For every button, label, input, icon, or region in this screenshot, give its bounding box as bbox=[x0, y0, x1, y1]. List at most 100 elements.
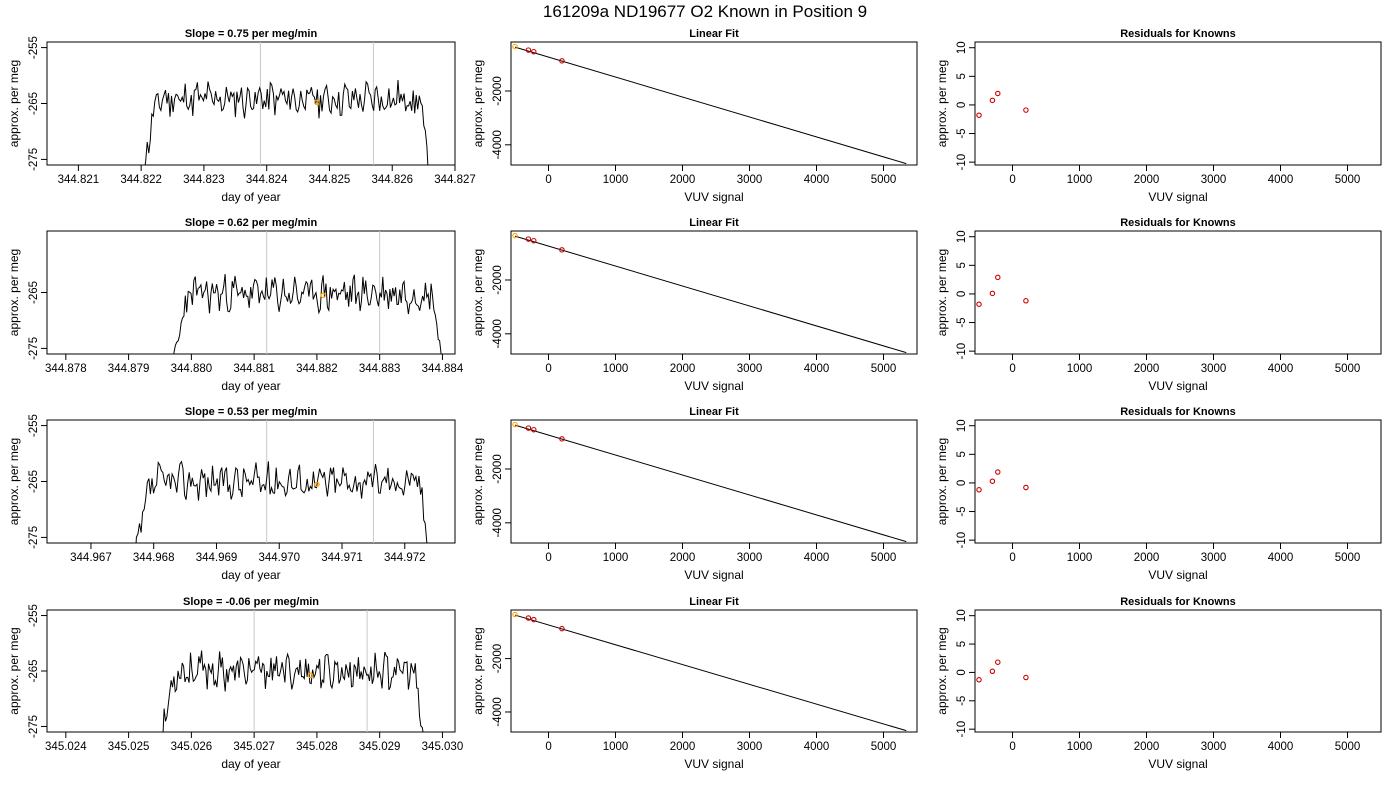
x-axis-label: VUV signal bbox=[684, 568, 743, 582]
y-tick-label: -2000 bbox=[492, 76, 504, 105]
x-tick-label: 345.024 bbox=[45, 741, 87, 753]
data-point bbox=[1023, 298, 1029, 304]
data-point bbox=[512, 421, 518, 428]
x-tick-label: 2000 bbox=[1134, 363, 1160, 375]
panel-4-2: Linear Fit 0 1000 2000 3000 4000 5000 -2000 -400… bbox=[471, 596, 918, 771]
panel-title: Residuals for Knowns bbox=[1120, 28, 1236, 40]
x-tick-label: 344.970 bbox=[258, 552, 300, 564]
y-axis-label: approx. per meg bbox=[935, 249, 949, 336]
plot-area bbox=[135, 420, 428, 543]
highlight-point bbox=[314, 99, 320, 106]
x-tick-label: 5000 bbox=[1335, 174, 1361, 186]
data-point bbox=[995, 469, 1001, 475]
y-tick-label: -265 bbox=[28, 470, 40, 493]
x-tick-label: 4000 bbox=[804, 741, 830, 753]
plot-frame bbox=[974, 419, 1382, 544]
x-tick-label: 5000 bbox=[871, 174, 897, 186]
data-point bbox=[531, 237, 537, 244]
x-tick-label: 345.025 bbox=[108, 741, 150, 753]
panel-title: Residuals for Knowns bbox=[1120, 406, 1236, 418]
data-point bbox=[512, 611, 518, 618]
y-axis-label: approx. per meg bbox=[7, 438, 21, 525]
y-tick-label: -2000 bbox=[492, 644, 504, 673]
panel-title: Slope = -0.06 per meg/min bbox=[183, 596, 319, 608]
x-tick-label: 0 bbox=[545, 363, 551, 375]
data-series-line bbox=[173, 273, 442, 354]
x-tick-label: 345.030 bbox=[422, 741, 464, 753]
y-tick-label: 5 bbox=[956, 262, 968, 268]
x-tick-label: 344.883 bbox=[359, 363, 401, 375]
x-tick-label: 345.027 bbox=[233, 741, 275, 753]
plot-area bbox=[976, 274, 1029, 307]
panel-2-1: Slope = 0.62 per meg/min 344.878 344.879 34… bbox=[7, 217, 464, 393]
y-tick-label: -275 bbox=[28, 337, 40, 360]
x-tick-label: 3000 bbox=[737, 363, 763, 375]
data-point bbox=[1023, 107, 1029, 113]
x-tick-label: 344.822 bbox=[120, 174, 162, 186]
y-tick-label: -255 bbox=[28, 604, 40, 627]
data-point bbox=[525, 615, 532, 621]
x-axis-label: VUV signal bbox=[1148, 190, 1207, 204]
highlight-point bbox=[320, 292, 326, 299]
data-point bbox=[525, 47, 532, 53]
x-axis-label: VUV signal bbox=[1148, 757, 1207, 771]
panel-4-1: Slope = -0.06 per meg/min 345.024 345.025 3… bbox=[7, 596, 463, 771]
x-tick-label: 0 bbox=[1009, 552, 1015, 564]
y-tick-label: -275 bbox=[28, 148, 40, 171]
y-tick-label: -4000 bbox=[492, 697, 504, 726]
y-tick-label: -265 bbox=[28, 281, 40, 304]
fit-line bbox=[514, 614, 907, 732]
data-point bbox=[995, 90, 1001, 97]
x-axis-label: day of year bbox=[221, 190, 280, 204]
y-axis-label: approx. per meg bbox=[935, 60, 949, 147]
x-tick-label: 0 bbox=[1009, 363, 1015, 375]
x-tick-label: 4000 bbox=[1268, 552, 1294, 564]
y-tick-label: 10 bbox=[956, 41, 968, 54]
y-axis-label: approx. per meg bbox=[471, 627, 485, 714]
x-tick-label: 344.968 bbox=[133, 552, 175, 564]
y-tick-label: -5 bbox=[956, 696, 968, 706]
panel-title: Residuals for Knowns bbox=[1120, 596, 1236, 608]
x-tick-label: 4000 bbox=[1268, 174, 1294, 186]
data-point bbox=[995, 274, 1001, 281]
x-tick-label: 4000 bbox=[1268, 741, 1294, 753]
x-tick-label: 5000 bbox=[871, 552, 897, 564]
x-axis-label: VUV signal bbox=[684, 379, 743, 393]
x-axis-label: VUV signal bbox=[684, 190, 743, 204]
plot-frame bbox=[510, 419, 918, 544]
data-point bbox=[1023, 484, 1029, 491]
panel-3-1: Slope = 0.53 per meg/min 344.967 344.968 34… bbox=[7, 406, 456, 582]
y-tick-label: -2000 bbox=[492, 265, 504, 294]
panel-title: Residuals for Knowns bbox=[1120, 217, 1236, 229]
plot-area bbox=[976, 90, 1029, 118]
figure-title: 161209a ND19677 O2 Known in Position 9 bbox=[543, 2, 867, 21]
x-tick-label: 5000 bbox=[1335, 552, 1361, 564]
data-point bbox=[1023, 674, 1029, 681]
data-point bbox=[525, 236, 532, 242]
data-point bbox=[531, 48, 537, 55]
y-tick-label: -265 bbox=[28, 92, 40, 115]
x-tick-label: 345.029 bbox=[359, 741, 401, 753]
x-tick-label: 3000 bbox=[737, 741, 763, 753]
y-tick-label: 10 bbox=[956, 609, 968, 622]
x-tick-label: 1000 bbox=[603, 174, 629, 186]
data-point bbox=[976, 677, 982, 683]
y-tick-label: -4000 bbox=[492, 130, 504, 159]
y-axis-label: approx. per meg bbox=[471, 60, 485, 147]
y-tick-label: -5 bbox=[956, 506, 968, 516]
data-point bbox=[559, 625, 565, 632]
panel-4-3: Residuals for Knowns 0 1000 2000 3000 4000 500… bbox=[935, 596, 1382, 771]
x-tick-label: 0 bbox=[1009, 741, 1015, 753]
x-tick-label: 0 bbox=[545, 552, 551, 564]
y-tick-label: -275 bbox=[28, 526, 40, 549]
data-point bbox=[989, 478, 996, 484]
panel-1-1: Slope = 0.75 per meg/min 344.821 344.822 34… bbox=[7, 28, 476, 204]
x-tick-label: 0 bbox=[545, 174, 551, 186]
x-tick-label: 3000 bbox=[1201, 174, 1227, 186]
fit-line bbox=[514, 424, 907, 543]
fit-line bbox=[514, 235, 907, 354]
panel-title: Slope = 0.75 per meg/min bbox=[185, 28, 318, 40]
x-tick-label: 3000 bbox=[1201, 741, 1227, 753]
x-tick-label: 1000 bbox=[603, 552, 629, 564]
panel-title: Slope = 0.53 per meg/min bbox=[185, 406, 318, 418]
